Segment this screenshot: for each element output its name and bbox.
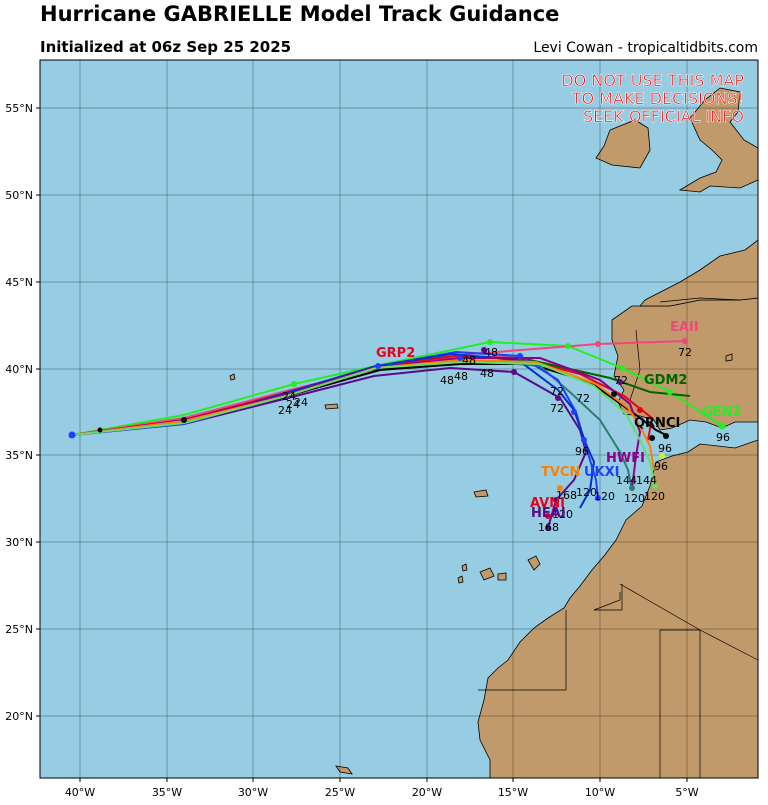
lon-axis: 40°W 35°W 30°W 25°W 20°W 15°W 10°W 5°W — [65, 778, 699, 799]
lon-tick-35w: 35°W — [152, 786, 182, 799]
model-label-hwfi: HWFI — [606, 451, 645, 466]
disclaimer: DO NOT USE THIS MAP TO MAKE DECISIONS! S… — [561, 71, 745, 126]
model-label-grp2: GRP2 — [376, 346, 415, 361]
hour-label-72b: 72 — [550, 385, 564, 398]
hour-label-48e: 48 — [462, 354, 476, 367]
model-label-gdm2: GDM2 — [644, 373, 687, 388]
hour-label-120c: 120 — [552, 508, 573, 521]
model-label-avni: AVNI — [530, 496, 565, 511]
hour-label-96a: 96 — [716, 431, 730, 444]
map-frame — [39, 59, 759, 779]
hour-label-144b: 144 — [616, 474, 637, 487]
lon-tick-40w: 40°W — [65, 786, 95, 799]
lon-tick-20w: 20°W — [412, 786, 442, 799]
hour-label-24b: 24 — [286, 398, 300, 411]
hour-label-48a: 48 — [440, 374, 454, 387]
credit-line: Levi Cowan - tropicaltidbits.com — [533, 40, 758, 56]
hour-label-144a: 144 — [636, 474, 657, 487]
track-hwfi — [71, 357, 642, 489]
disclaimer-line-1: DO NOT USE THIS MAP — [561, 71, 744, 90]
track-lime — [71, 360, 656, 487]
model-label-tvcn: TVCN — [541, 465, 580, 480]
hour-label-168b: 168 — [556, 489, 577, 502]
lat-tick-55: 55°N — [5, 102, 33, 115]
lon-tick-25w: 25°W — [325, 786, 355, 799]
hour-label-120a: 120 — [644, 490, 665, 503]
lat-tick-40: 40°N — [5, 363, 33, 376]
lon-tick-15w: 15°W — [498, 786, 528, 799]
disclaimer-line-2: TO MAKE DECISIONS! — [571, 89, 744, 108]
hour-label-96c: 96 — [654, 460, 668, 473]
disclaimer-line-3: SEEK OFFICIAL INFO — [583, 107, 745, 126]
graticule — [40, 60, 758, 778]
hour-label-72a: 72 — [550, 402, 564, 415]
track-heai — [71, 366, 588, 529]
lat-tick-20: 20°N — [5, 710, 33, 723]
hour-label-24a: 24 — [278, 404, 292, 417]
lat-tick-25: 25°N — [5, 623, 33, 636]
hour-label-96b: 96 — [658, 442, 672, 455]
lon-tick-10w: 10°W — [585, 786, 615, 799]
lat-tick-45: 45°N — [5, 276, 33, 289]
map-title: Hurricane GABRIELLE Model Track Guidance — [40, 2, 560, 26]
hour-label-72d: 72 — [614, 374, 628, 387]
hour-label-24d: 24 — [282, 390, 296, 403]
model-label-qrnci: QRNCI — [634, 416, 680, 431]
land-areas — [229, 87, 759, 779]
lat-tick-35: 35°N — [5, 449, 33, 462]
hour-label-48b: 48 — [454, 370, 468, 383]
hour-label-48c: 48 — [480, 367, 494, 380]
hour-label-168a: 168 — [538, 521, 559, 534]
lon-tick-30w: 30°W — [238, 786, 268, 799]
hour-labels: 24 24 24 24 48 48 48 48 48 72 72 72 72 7… — [278, 346, 730, 534]
hour-label-120e: 120 — [576, 486, 597, 499]
model-label-gen2: GEN2 — [702, 405, 741, 420]
lon-tick-5w: 5°W — [675, 786, 698, 799]
lat-tick-30: 30°N — [5, 536, 33, 549]
lat-axis: 55°N 50°N 45°N 40°N 35°N 30°N 25°N 20°N — [5, 102, 40, 723]
hour-label-120d: 120 — [594, 490, 615, 503]
hour-label-72c: 72 — [576, 392, 590, 405]
track-points — [68, 338, 726, 531]
hour-label-96d: 96 — [575, 445, 589, 458]
country-borders — [478, 297, 759, 778]
model-label-heai: HEAI — [531, 506, 566, 521]
hour-label-120b: 120 — [624, 492, 645, 505]
hour-label-24c: 24 — [294, 396, 308, 409]
init-time: Initialized at 06z Sep 25 2025 — [40, 38, 292, 56]
model-label-ukxi: UKXI — [584, 465, 620, 480]
hour-label-72e: 72 — [678, 346, 692, 359]
model-labels: GRP2 EAII GDM2 GEN2 QRNCI AVNI HEAI TVCN… — [376, 320, 741, 521]
lat-tick-50: 50°N — [5, 189, 33, 202]
model-label-eaii: EAII — [670, 320, 699, 335]
hour-label-48d: 48 — [484, 346, 498, 359]
